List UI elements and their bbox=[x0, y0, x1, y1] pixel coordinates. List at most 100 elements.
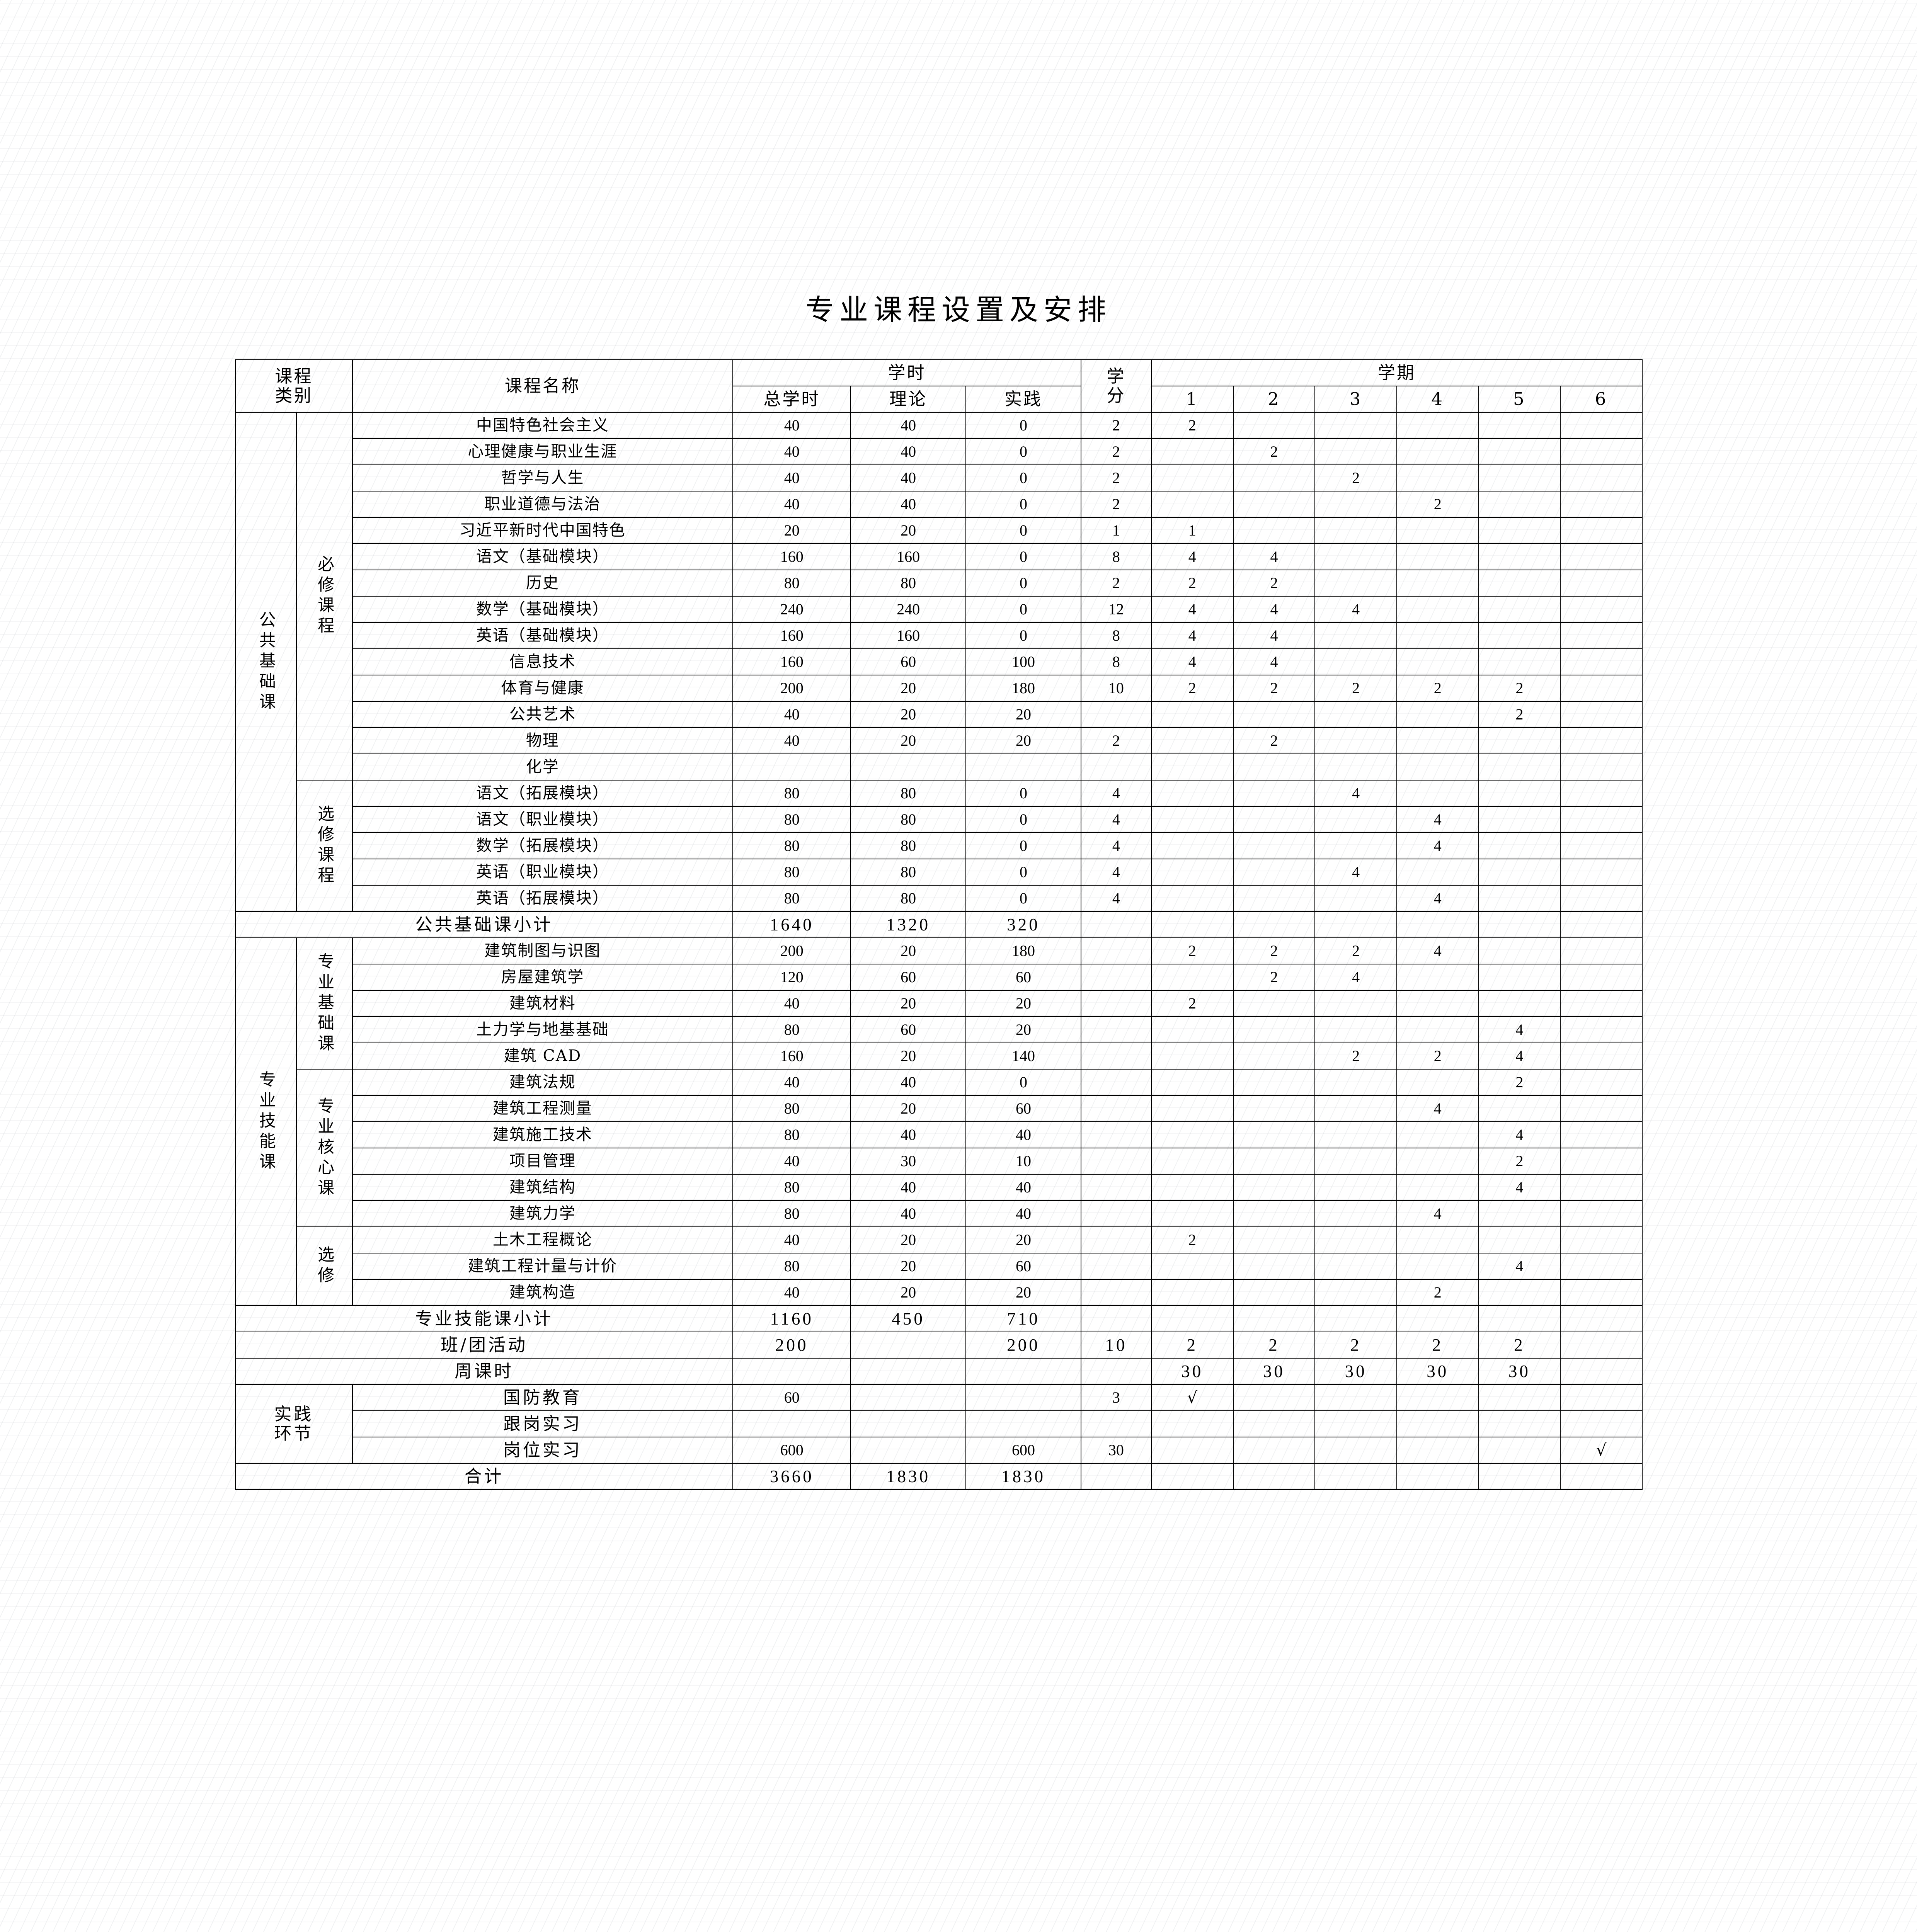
semester-1-cell bbox=[1151, 1043, 1234, 1070]
semester-6-cell bbox=[1560, 648, 1643, 675]
semester-5-cell bbox=[1478, 622, 1561, 649]
semester-6-cell bbox=[1560, 911, 1643, 938]
semester-6-cell bbox=[1560, 1305, 1643, 1332]
semester-1-cell: √ bbox=[1151, 1384, 1234, 1411]
semester-4-cell: 4 bbox=[1396, 885, 1479, 912]
semester-5-cell bbox=[1478, 464, 1561, 492]
theory-hours-cell: 20 bbox=[850, 1279, 967, 1306]
theory-hours-cell: 240 bbox=[850, 596, 967, 623]
semester-6-cell bbox=[1560, 622, 1643, 649]
semester-2-cell: 2 bbox=[1233, 438, 1316, 465]
semester-3-cell bbox=[1314, 438, 1397, 465]
semester-6-cell bbox=[1560, 517, 1643, 544]
semester-4-cell: 2 bbox=[1396, 491, 1479, 518]
total-hours-cell: 160 bbox=[732, 1043, 851, 1070]
semester-2-cell: 2 bbox=[1233, 727, 1316, 754]
credits-cell bbox=[1080, 937, 1152, 964]
theory-hours-cell: 20 bbox=[850, 990, 967, 1017]
semester-1-cell: 4 bbox=[1151, 543, 1234, 570]
group-label-vocational-elective: 选修 bbox=[296, 1226, 353, 1306]
semester-2-cell: 4 bbox=[1233, 648, 1316, 675]
practice-hours-cell: 0 bbox=[965, 596, 1081, 623]
total-hours-cell: 160 bbox=[732, 543, 851, 570]
semester-4-cell bbox=[1396, 1410, 1479, 1437]
credits-cell bbox=[1080, 1016, 1152, 1043]
semester-2-cell bbox=[1233, 990, 1316, 1017]
semester-5-cell bbox=[1478, 1279, 1561, 1306]
semester-4-cell bbox=[1396, 1226, 1479, 1253]
practice-hours-cell: 40 bbox=[965, 1200, 1081, 1227]
practice-hours-cell bbox=[965, 1410, 1081, 1437]
semester-4-cell: 4 bbox=[1396, 1095, 1479, 1122]
semester-5-cell bbox=[1478, 832, 1561, 859]
practice-hours-cell: 20 bbox=[965, 727, 1081, 754]
credits-cell: 8 bbox=[1080, 622, 1152, 649]
theory-hours-cell: 40 bbox=[850, 438, 967, 465]
total-hours-cell: 160 bbox=[732, 622, 851, 649]
semester-3-cell: 2 bbox=[1314, 1043, 1397, 1070]
semester-4-cell bbox=[1396, 517, 1479, 544]
theory-hours-cell: 40 bbox=[850, 491, 967, 518]
semester-1-cell bbox=[1151, 727, 1234, 754]
course-name-cell: 土木工程概论 bbox=[352, 1226, 734, 1253]
table-row: 体育与健康 200 20 180 10 2 2 2 2 2 bbox=[235, 675, 1643, 702]
credits-cell: 3 bbox=[1080, 1384, 1152, 1411]
class-activity-label: 班/团活动 bbox=[235, 1332, 734, 1359]
practice-hours-cell: 140 bbox=[965, 1043, 1081, 1070]
semester-1-cell bbox=[1151, 1174, 1234, 1201]
semester-4-cell bbox=[1396, 596, 1479, 623]
credits-cell bbox=[1080, 1200, 1152, 1227]
header-hours-group: 学时 bbox=[732, 359, 1081, 386]
semester-3-cell bbox=[1314, 412, 1397, 439]
semester-6-cell bbox=[1560, 1358, 1643, 1385]
total-hours-cell: 40 bbox=[732, 701, 851, 728]
semester-2-cell: 4 bbox=[1233, 596, 1316, 623]
semester-3-cell bbox=[1314, 1148, 1397, 1175]
theory-hours-cell: 80 bbox=[850, 780, 967, 807]
semester-6-cell bbox=[1560, 1200, 1643, 1227]
theory-hours-cell: 40 bbox=[850, 464, 967, 492]
semester-4-cell bbox=[1396, 727, 1479, 754]
semester-5-cell: 2 bbox=[1478, 701, 1561, 728]
theory-hours-cell: 1320 bbox=[850, 911, 967, 938]
group-label-elective-text: 选修课程 bbox=[315, 805, 334, 887]
semester-4-cell bbox=[1396, 1148, 1479, 1175]
table-row: 实践 环节 国防教育 60 3 √ bbox=[235, 1384, 1643, 1464]
semester-5-cell bbox=[1478, 1384, 1561, 1411]
total-hours-cell: 1640 bbox=[732, 911, 851, 938]
group-label-required: 必修课程 bbox=[296, 412, 353, 781]
semester-4-cell bbox=[1396, 412, 1479, 439]
credits-cell: 2 bbox=[1080, 491, 1152, 518]
credits-cell: 2 bbox=[1080, 570, 1152, 597]
semester-4-cell bbox=[1396, 990, 1479, 1017]
semester-5-cell: 4 bbox=[1478, 1253, 1561, 1280]
practice-hours-cell: 0 bbox=[965, 806, 1081, 833]
course-name-cell: 房屋建筑学 bbox=[352, 964, 734, 991]
total-hours-cell: 80 bbox=[732, 1200, 851, 1227]
semester-2-cell: 4 bbox=[1233, 543, 1316, 570]
course-name-cell: 英语（基础模块） bbox=[352, 622, 734, 649]
semester-2-cell bbox=[1233, 1305, 1316, 1332]
theory-hours-cell bbox=[850, 1332, 967, 1359]
practice-hours-cell: 0 bbox=[965, 780, 1081, 807]
semester-5-cell bbox=[1478, 806, 1561, 833]
semester-3-cell: 4 bbox=[1314, 859, 1397, 886]
semester-5-cell bbox=[1478, 727, 1561, 754]
table-row: 英语（基础模块） 160 160 0 8 4 4 bbox=[235, 622, 1643, 649]
credits-cell bbox=[1080, 1174, 1152, 1201]
practice-hours-cell: 0 bbox=[965, 570, 1081, 597]
header-semester-group: 学期 bbox=[1151, 359, 1643, 386]
semester-6-cell bbox=[1560, 780, 1643, 807]
table-row: 化学 bbox=[235, 753, 1643, 781]
skill-subtotal-label: 专业技能课小计 bbox=[235, 1305, 734, 1332]
practice-hours-cell: 320 bbox=[965, 911, 1081, 938]
semester-2-cell bbox=[1233, 1069, 1316, 1096]
practice-hours-cell: 710 bbox=[965, 1305, 1081, 1332]
semester-5-cell bbox=[1478, 1095, 1561, 1122]
semester-6-cell bbox=[1560, 859, 1643, 886]
semester-4-cell bbox=[1396, 780, 1479, 807]
header-theory-hours: 理论 bbox=[850, 386, 967, 413]
semester-4-cell bbox=[1396, 543, 1479, 570]
semester-5-cell bbox=[1478, 596, 1561, 623]
